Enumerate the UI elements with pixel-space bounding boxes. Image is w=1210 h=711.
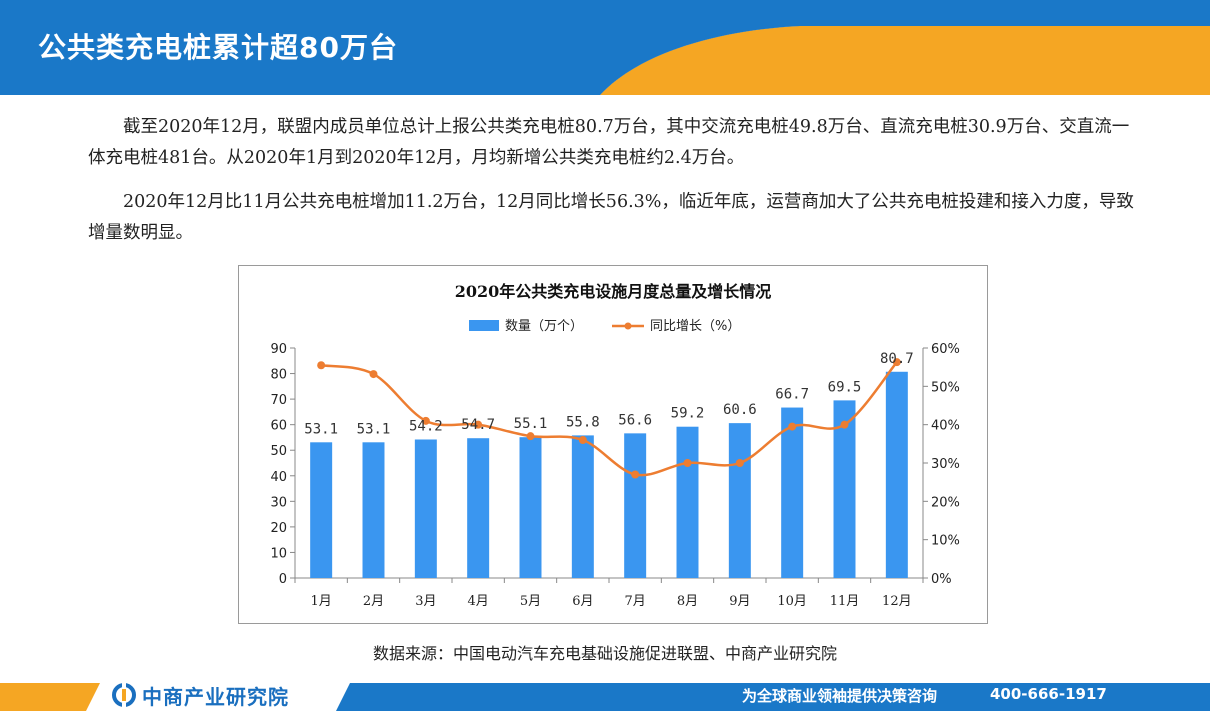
bar <box>467 438 490 578</box>
legend-marker-line <box>624 322 632 330</box>
bar <box>781 407 804 578</box>
x-tick-label: 10月 <box>777 594 807 609</box>
left-tick-label: 70 <box>270 393 287 408</box>
growth-point <box>788 422 797 431</box>
growth-point <box>369 370 378 379</box>
growth-line <box>320 361 898 477</box>
footer-background <box>0 683 1210 711</box>
left-tick-label: 60 <box>270 419 287 434</box>
bar <box>310 442 333 578</box>
x-tick-label: 8月 <box>677 594 698 609</box>
bar-data-label: 53.1 <box>357 421 391 437</box>
left-tick-label: 0 <box>279 572 287 587</box>
footer-brand: 中商产业研究院 <box>112 683 289 709</box>
chart-title: 2020年公共类充电设施月度总量及增长情况 <box>455 282 772 301</box>
brand-name: 中商产业研究院 <box>142 684 289 709</box>
x-tick-label: 9月 <box>729 594 750 609</box>
left-tick-label: 20 <box>270 521 287 536</box>
right-tick-label: 60% <box>931 342 960 357</box>
bar-data-label: 54.2 <box>409 418 443 434</box>
bar-data-label: 66.7 <box>775 387 809 403</box>
bar <box>362 442 385 578</box>
x-tick-label: 12月 <box>882 594 912 609</box>
legend-swatch-bar <box>469 320 499 331</box>
left-tick-label: 30 <box>270 495 287 510</box>
x-tick-label: 5月 <box>520 594 541 609</box>
x-tick-label: 7月 <box>625 594 646 609</box>
x-tick-label: 1月 <box>311 594 332 609</box>
growth-point <box>474 420 483 429</box>
bar <box>519 437 542 578</box>
growth-point <box>317 361 326 370</box>
bar-data-label: 53.1 <box>304 421 338 437</box>
legend-label-line: 同比增长（%） <box>650 319 740 334</box>
bar <box>885 371 908 578</box>
growth-point <box>526 432 535 441</box>
bar-data-label: 60.6 <box>723 402 757 418</box>
bar <box>833 400 856 578</box>
left-tick-label: 40 <box>270 470 287 485</box>
growth-point <box>683 459 692 467</box>
bar <box>414 439 437 578</box>
bar <box>728 423 751 578</box>
left-tick-label: 50 <box>270 444 287 459</box>
header-banner: 公共类充电桩累计超80万台 <box>0 0 1210 95</box>
growth-point <box>421 416 430 425</box>
growth-point <box>735 459 744 467</box>
brand-logo-icon <box>112 683 136 707</box>
x-tick-label: 2月 <box>363 594 384 609</box>
footer-bar <box>0 683 1210 711</box>
bar-data-label: 80.7 <box>880 351 914 367</box>
right-tick-label: 0% <box>931 572 952 587</box>
footer-phone: 400-666-1917 <box>990 685 1107 703</box>
right-tick-label: 10% <box>931 534 960 549</box>
header-background <box>0 0 1210 95</box>
left-tick-label: 10 <box>270 546 287 561</box>
right-tick-label: 50% <box>931 380 960 395</box>
footer-slogan: 为全球商业领袖提供决策咨询 <box>742 687 938 705</box>
right-tick-label: 20% <box>931 495 960 510</box>
left-tick-label: 80 <box>270 368 287 383</box>
right-tick-label: 30% <box>931 457 960 472</box>
bar-data-label: 55.1 <box>514 416 548 432</box>
x-tick-label: 11月 <box>830 594 860 609</box>
right-tick-label: 40% <box>931 419 960 434</box>
bar-data-label: 59.2 <box>671 406 705 422</box>
bar <box>624 433 647 578</box>
bar-data-label: 69.5 <box>828 379 862 395</box>
bar <box>571 435 594 578</box>
x-tick-label: 6月 <box>572 594 593 609</box>
x-tick-label: 4月 <box>468 594 489 609</box>
bar-data-label: 54.7 <box>461 417 495 433</box>
legend-label-bar: 数量（万个） <box>505 319 583 334</box>
growth-point <box>892 358 901 367</box>
left-tick-label: 90 <box>270 342 287 357</box>
data-source: 数据来源：中国电动汽车充电基础设施促进联盟、中商产业研究院 <box>372 644 837 663</box>
growth-point <box>840 420 849 429</box>
growth-point <box>631 470 640 479</box>
chart-container: 2020年公共类充电设施月度总量及增长情况数量（万个） 同比增长（%） 0 10 20 3… <box>238 265 988 624</box>
detail-paragraph: 2020年12月比11月公共充电桩增加11.2万台，12月同比增长56.3%，临… <box>88 192 1134 243</box>
bar <box>676 426 699 578</box>
bar-data-label: 55.8 <box>566 414 600 430</box>
page-title: 公共类充电桩累计超80万台 <box>38 31 398 64</box>
bar-data-label: 56.6 <box>618 412 652 428</box>
intro-paragraph: 截至2020年12月，联盟内成员单位总计上报公共类充电桩80.7万台，其中交流充… <box>88 117 1130 168</box>
x-tick-label: 3月 <box>415 594 436 609</box>
growth-point <box>578 436 587 444</box>
